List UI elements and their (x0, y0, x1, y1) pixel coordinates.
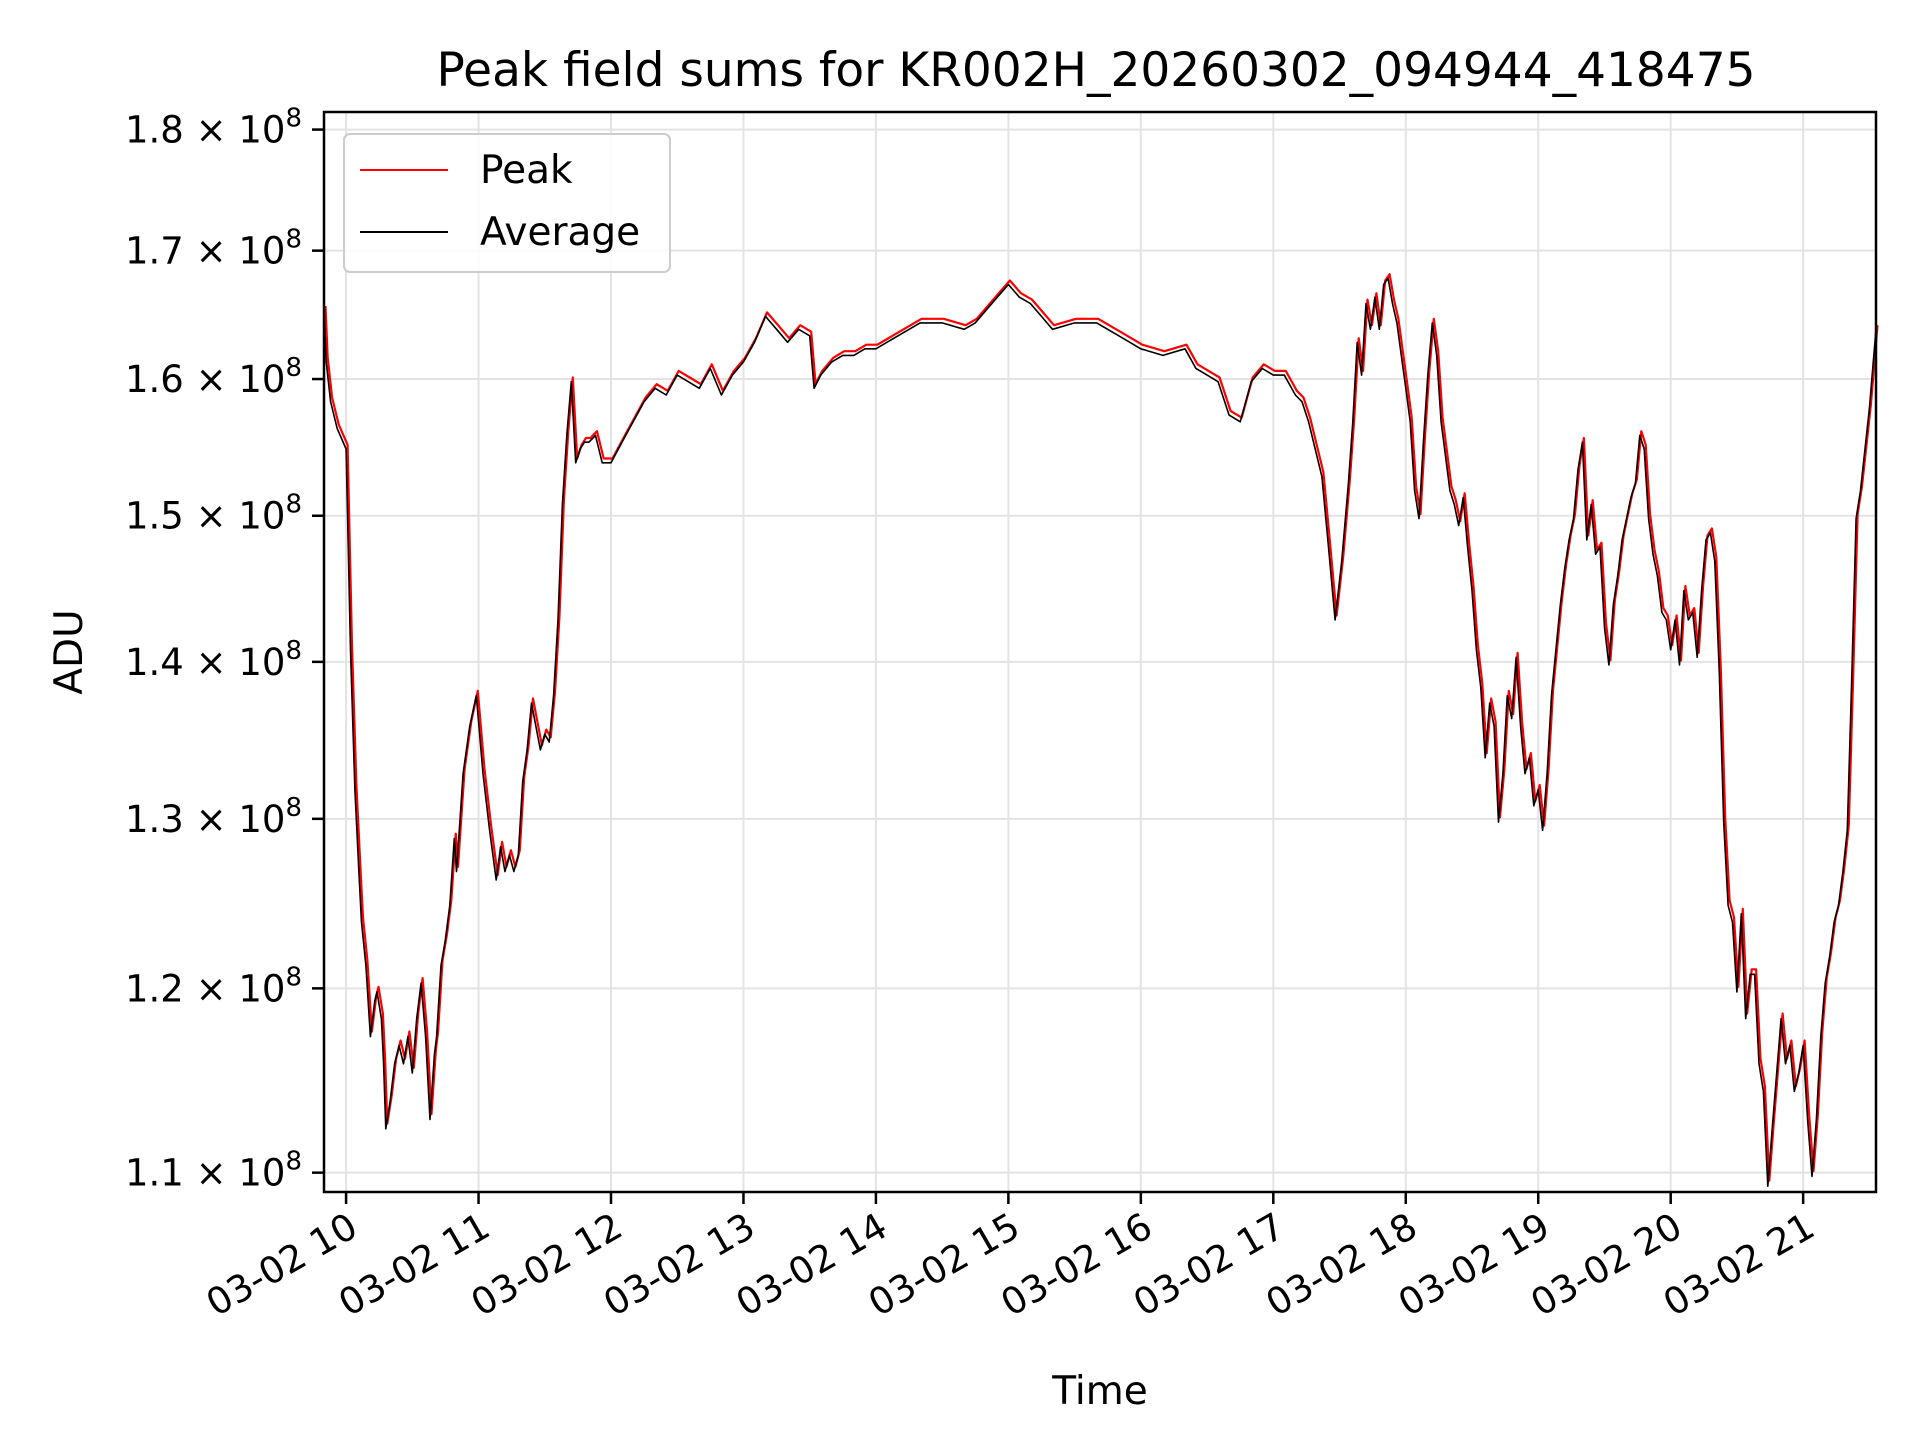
y-tick-label: 1.6 × 108 (125, 353, 302, 401)
chart-title: Peak field sums for KR002H_20260302_0949… (436, 43, 1755, 98)
series-layer (323, 273, 1879, 1187)
y-tick-label: 1.5 × 108 (125, 490, 302, 538)
y-tick-label: 1.4 × 108 (125, 636, 302, 684)
plot-frame (322, 110, 1878, 1194)
legend-label-average: Average (480, 210, 640, 255)
series-line-average (323, 277, 1877, 1187)
y-tick-label: 1.1 × 108 (125, 1147, 302, 1195)
y-tick-label: 1.3 × 108 (125, 793, 302, 841)
y-tick-label: 1.7 × 108 (125, 225, 302, 273)
y-tick-label: 1.8 × 108 (125, 104, 302, 152)
legend-box (343, 133, 671, 273)
x-axis-label: Time (1051, 1369, 1147, 1414)
y-tick-label: 1.2 × 108 (125, 962, 302, 1010)
grid-layer (324, 112, 1876, 1192)
legend: Peak Average (343, 133, 671, 273)
legend-label-peak: Peak (480, 148, 573, 193)
y-axis-label: ADU (47, 609, 92, 694)
